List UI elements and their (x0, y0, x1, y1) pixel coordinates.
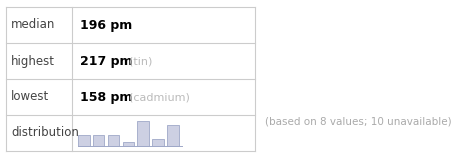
Text: (tin): (tin) (129, 56, 153, 66)
Bar (93, 135, 105, 146)
Bar (78, 135, 90, 146)
Text: 217 pm: 217 pm (80, 54, 133, 68)
Text: median: median (11, 18, 55, 31)
Text: (based on 8 values; 10 unavailable): (based on 8 values; 10 unavailable) (265, 116, 452, 126)
Bar (108, 135, 120, 146)
Text: (cadmium): (cadmium) (129, 92, 190, 102)
Text: lowest: lowest (11, 91, 49, 104)
Text: highest: highest (11, 54, 55, 68)
Bar (138, 121, 149, 146)
Bar (152, 139, 164, 146)
Bar (167, 125, 179, 146)
Text: 158 pm: 158 pm (80, 91, 133, 104)
Text: 196 pm: 196 pm (80, 18, 132, 31)
Bar (123, 142, 134, 146)
Text: distribution: distribution (11, 127, 79, 139)
